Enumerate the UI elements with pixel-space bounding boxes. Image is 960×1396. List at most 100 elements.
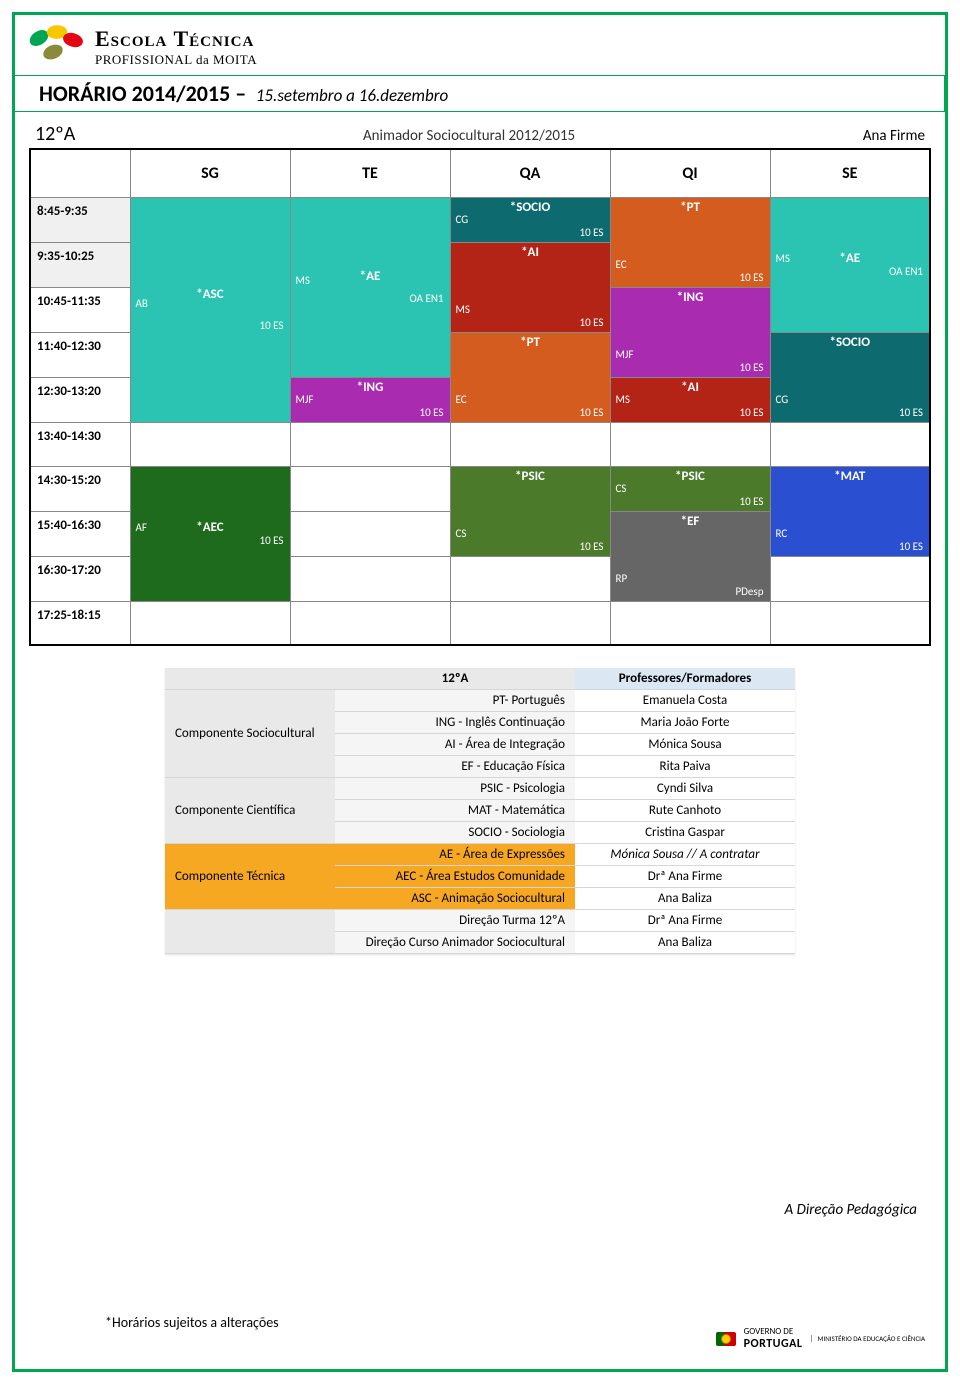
gov-line2: PORTUGAL	[744, 1337, 803, 1351]
timetable-cell	[450, 422, 610, 466]
timetable-cell: *AIMS10 ES	[610, 377, 770, 422]
timetable-cell: *AIMS10 ES	[450, 242, 610, 332]
legend-prof: Cyndi Silva	[575, 778, 795, 800]
block-subject: *AI	[681, 380, 699, 395]
class-block: *MATRC10 ES	[771, 467, 930, 556]
block-room: 10 ES	[580, 540, 604, 553]
timetable-cell: *PTEC10 ES	[450, 332, 610, 422]
timetable-cell: *AEMSOA EN1	[770, 197, 930, 332]
day-se: SE	[770, 149, 930, 197]
course-label: Animador Sociocultural 2012/2015	[363, 127, 575, 145]
timetable-cell: *PSICCS10 ES	[610, 466, 770, 511]
block-teacher: MS	[776, 252, 790, 265]
block-teacher: RC	[776, 527, 788, 540]
schedule-header: 12ºA Animador Sociocultural 2012/2015 An…	[29, 122, 931, 148]
block-subject: *PT	[680, 200, 700, 215]
timetable-cell: *AEMSOA EN1	[290, 197, 450, 377]
block-room: 10 ES	[580, 226, 604, 239]
legend-subject: ASC - Animação Sociocultural	[335, 888, 575, 910]
legend-wrap: 12ºAProfessores/FormadoresComponente Soc…	[29, 668, 931, 954]
legend-subject: EF - Educação Física	[335, 756, 575, 778]
gov-ministry: MINISTÉRIO DA EDUCAÇÃO E CIÊNCIA	[811, 1335, 926, 1343]
class-block: *SOCIOCG10 ES	[451, 198, 610, 242]
legend-class-head: 12ºA	[335, 668, 575, 690]
logo-text: Escola Técnica PROFISSIONAL da MOITA	[95, 26, 257, 68]
day-qa: QA	[450, 149, 610, 197]
gov-line1: GOVERNO DE	[744, 1326, 803, 1337]
legend-prof: Drª Ana Firme	[575, 910, 795, 932]
block-room: 10 ES	[740, 361, 764, 374]
teacher-label: Ana Firme	[863, 127, 925, 145]
legend-subject: SOCIO - Sociologia	[335, 822, 575, 844]
timetable-cell: *PT EC 10 ES	[610, 197, 770, 287]
block-teacher: CG	[776, 393, 789, 406]
time-row: 13:40-14:30	[30, 422, 930, 466]
block-subject: *AE	[360, 269, 381, 284]
legend-subject: AE - Área de Expressões	[335, 844, 575, 866]
time-label: 11:40-12:30	[30, 332, 130, 377]
timetable-cell: *SOCIOCG10 ES	[450, 197, 610, 242]
block-teacher: AB	[136, 297, 148, 310]
time-row: 17:25-18:15	[30, 601, 930, 645]
legend-component	[165, 910, 335, 954]
block-room: OA EN1	[409, 292, 443, 305]
block-room: 10 ES	[260, 319, 284, 332]
footer-note: A Direção Pedagógica	[785, 1201, 917, 1219]
legend-subject: Direção Curso Animador Sociocultural	[335, 932, 575, 954]
timetable-cell: *AECAF10 ES	[130, 466, 290, 601]
class-block: *INGMJF10 ES	[291, 378, 450, 422]
timetable-cell	[450, 601, 610, 645]
legend-prof: Maria João Forte	[575, 712, 795, 734]
timetable-cell: *EFRPPDesp	[610, 511, 770, 601]
logo: Escola Técnica PROFISSIONAL da MOITA	[29, 25, 931, 69]
block-room: 10 ES	[580, 406, 604, 419]
legend-prof: Cristina Gaspar	[575, 822, 795, 844]
legend-prof: Drª Ana Firme	[575, 866, 795, 888]
block-room: 10 ES	[740, 271, 764, 284]
page: Escola Técnica PROFISSIONAL da MOITA HOR…	[12, 12, 948, 1372]
block-teacher: MS	[616, 393, 630, 406]
timetable-cell	[770, 601, 930, 645]
block-subject: *SOCIO	[510, 200, 551, 215]
timetable-cell	[290, 557, 450, 602]
class-block: *AIMS10 ES	[611, 378, 770, 422]
block-room: 10 ES	[899, 406, 923, 419]
block-subject: *ING	[677, 290, 704, 305]
time-label: 13:40-14:30	[30, 422, 130, 466]
timetable-cell: *INGMJF10 ES	[290, 377, 450, 422]
block-teacher: EC	[616, 258, 627, 271]
block-subject: *PSIC	[515, 469, 545, 484]
logo-icon	[29, 25, 85, 69]
class-block: *INGMJF10 ES	[611, 288, 770, 377]
class-block: *AIMS10 ES	[451, 243, 610, 332]
block-subject: *EF	[681, 514, 700, 529]
time-label: 10:45-11:35	[30, 287, 130, 332]
logo-line2: PROFISSIONAL da MOITA	[95, 52, 257, 68]
gov-text: GOVERNO DE PORTUGAL	[744, 1326, 803, 1351]
timetable-cell: *INGMJF10 ES	[610, 287, 770, 377]
timetable-cell	[290, 601, 450, 645]
legend-prof: Emanuela Costa	[575, 690, 795, 712]
legend-row: Componente TécnicaAE - Área de Expressõe…	[165, 844, 795, 866]
block-room: 10 ES	[899, 540, 923, 553]
legend-component: Componente Sociocultural	[165, 690, 335, 778]
legend-row: Componente SocioculturalPT- PortuguêsEma…	[165, 690, 795, 712]
class-block: *PT EC 10 ES	[611, 198, 770, 287]
legend-prof-head: Professores/Formadores	[575, 668, 795, 690]
legend-row: Direção Turma 12ºADrª Ana Firme	[165, 910, 795, 932]
timetable-cell: *MATRC10 ES	[770, 466, 930, 557]
class-block: *SOCIOCG10 ES	[771, 333, 930, 422]
flag-icon	[716, 1332, 736, 1346]
block-teacher: MJF	[296, 393, 314, 406]
block-room: PDesp	[735, 585, 763, 598]
legend-prof: Mónica Sousa // A contratar	[575, 844, 795, 866]
class-block: *AEMSOA EN1	[771, 198, 930, 332]
time-label: 9:35-10:25	[30, 242, 130, 287]
timetable-cell	[290, 422, 450, 466]
timetable-cell: *ASC AB 10 ES	[130, 197, 290, 422]
corner-cell	[30, 149, 130, 197]
timetable-cell	[610, 422, 770, 466]
timetable-cell	[610, 601, 770, 645]
class-block: *PSICCS10 ES	[451, 467, 610, 556]
block-subject: *ASC	[196, 287, 223, 302]
